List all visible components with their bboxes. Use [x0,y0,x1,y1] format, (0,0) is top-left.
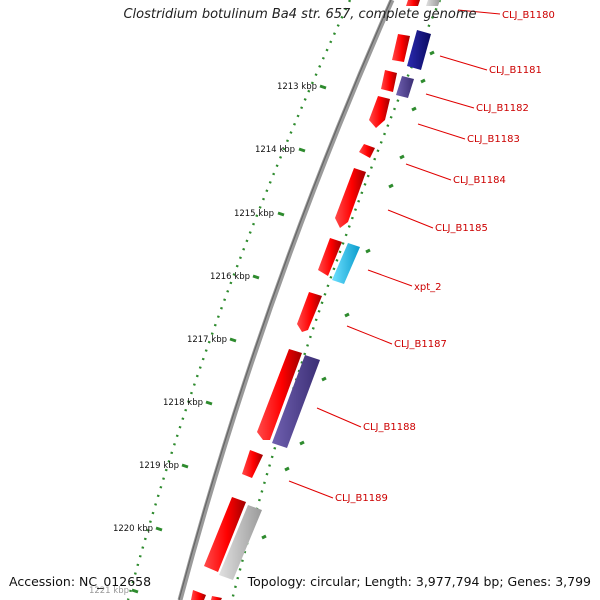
genome-backbone [177,0,395,600]
map-title: Clostridium botulinum Ba4 str. 657, comp… [123,7,477,22]
inner-track-ticks [261,50,435,540]
gene-arrow-clj-b1182[interactable] [381,70,397,92]
scale-tick-label: 1221 kbp [89,586,129,596]
gene-arrow-clj-b1188[interactable] [257,349,302,440]
feature-gray-top [426,0,440,6]
feature-gray-bottom [219,505,262,580]
scale-tick-label: 1220 kbp [113,524,153,534]
gene-features [191,0,440,600]
scale-tick-label: 1216 kbp [210,272,250,282]
feature-cyan-xpt-2 [332,243,360,284]
gene-arrow-xpt-2[interactable] [318,238,342,276]
scale-tick-label: 1214 kbp [255,145,295,155]
gene-label-xpt-2[interactable]: xpt_2 [414,282,442,293]
scale-ring [126,0,352,600]
accession-label: Accession: NC_012658 [9,574,152,589]
gene-arrow-clj-b1189[interactable] [242,450,263,478]
feature-purple-b1188 [272,355,320,448]
gene-arrow-clj-b1180[interactable] [406,0,420,6]
gene-arrow-bottom[interactable] [204,497,246,572]
scale-tick-label: 1213 kbp [277,82,317,92]
gene-arrow-clj-b1187[interactable] [297,292,322,332]
gene-arrow-bottom-2[interactable] [191,590,206,600]
scale-tick-label: 1217 kbp [187,335,227,345]
label-leader-lines [288,9,501,499]
gene-label-clj-b1184[interactable]: CLJ_B1184 [453,175,506,186]
gene-label-clj-b1181[interactable]: CLJ_B1181 [489,65,542,76]
feature-purple-b1182 [396,76,414,98]
scale-tick-label: 1219 kbp [139,461,179,471]
genome-summary: Topology: circular; Length: 3,977,794 bp… [247,574,591,589]
feature-red-bottom-3[interactable] [211,596,222,600]
scale-tick-marks [131,84,327,594]
gene-label-clj-b1189[interactable]: CLJ_B1189 [335,493,388,504]
feature-navy-b1181 [407,30,431,70]
gene-arrow-clj-b1181[interactable] [392,34,410,62]
gene-label-clj-b1188[interactable]: CLJ_B1188 [363,422,416,433]
gene-label-clj-b1183[interactable]: CLJ_B1183 [467,134,520,145]
gene-arrow-clj-b1184[interactable] [359,144,375,158]
gene-label-clj-b1182[interactable]: CLJ_B1182 [476,103,529,114]
gene-label-clj-b1185[interactable]: CLJ_B1185 [435,223,488,234]
gene-arrow-clj-b1185[interactable] [335,168,366,228]
gene-label-clj-b1187[interactable]: CLJ_B1187 [394,339,447,350]
scale-tick-label: 1218 kbp [163,398,203,408]
gene-arrow-clj-b1183[interactable] [369,96,390,128]
gene-label-clj-b1180[interactable]: CLJ_B1180 [502,10,555,21]
scale-tick-label: 1215 kbp [234,209,274,219]
